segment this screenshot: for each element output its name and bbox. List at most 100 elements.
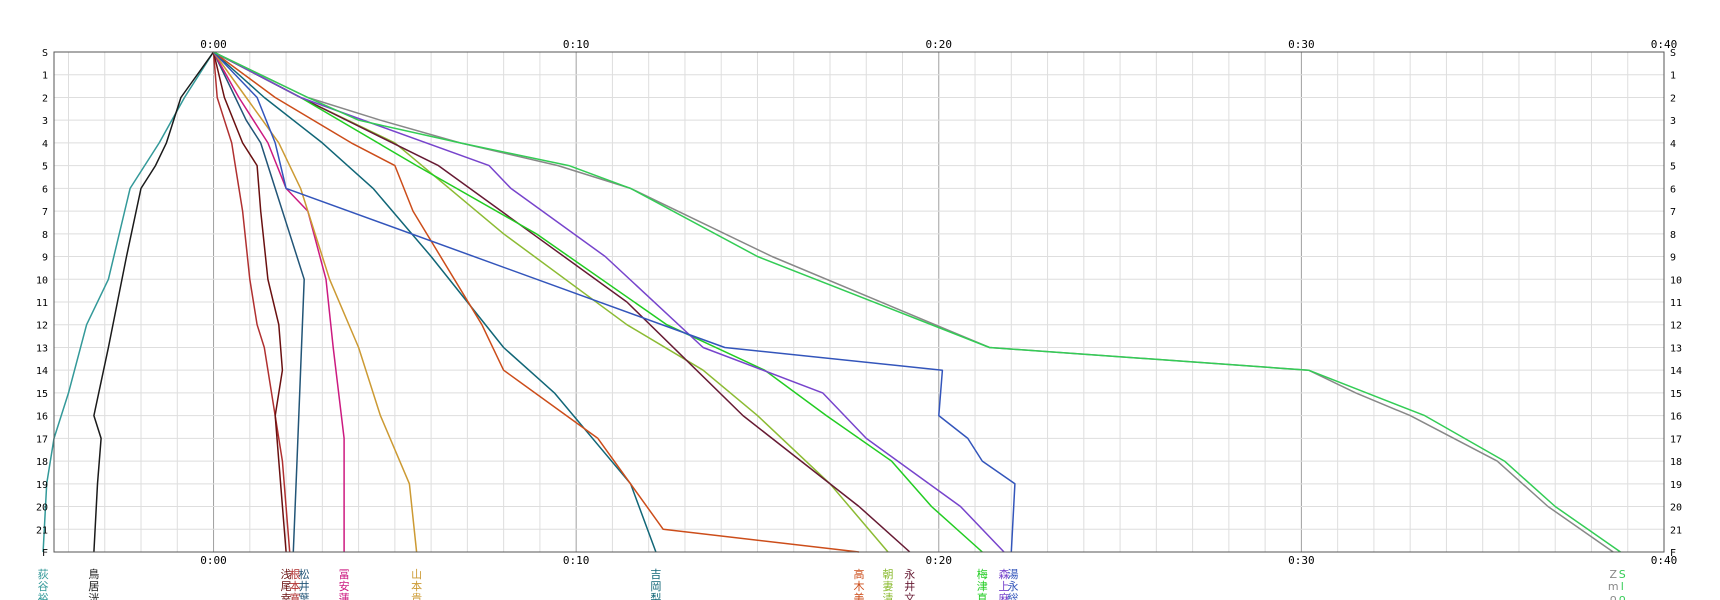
- frame-layer: [53, 51, 1665, 553]
- y-tick-label-left: 19: [36, 480, 48, 491]
- y-tick-label-right: 1: [1670, 71, 1676, 82]
- y-tick-label-right: 12: [1670, 321, 1682, 332]
- y-tick-label-left: 14: [36, 366, 48, 377]
- y-tick-label-right: 20: [1670, 503, 1682, 514]
- y-tick-label-right: 16: [1670, 412, 1682, 423]
- series-name-label: 妻: [883, 580, 894, 593]
- y-tick-label-right: 8: [1670, 230, 1676, 241]
- series-name-label: 梅: [977, 567, 988, 581]
- series-name-label: 浅: [281, 568, 292, 581]
- y-tick-label-right: 4: [1670, 139, 1676, 150]
- y-tick-label-left: 15: [36, 389, 48, 400]
- y-tick-label-right: 11: [1670, 298, 1682, 309]
- series-name-label: 寛: [290, 591, 301, 600]
- series-name-label: Z: [1609, 568, 1617, 581]
- series-line-12: [213, 51, 1005, 553]
- y-tick-label-right: 21: [1670, 525, 1682, 536]
- series-name-label: 鳥: [88, 567, 99, 581]
- series-name-label: 裕: [38, 592, 49, 600]
- series-line-15: [213, 51, 1621, 553]
- series-name-label: 井: [299, 579, 310, 593]
- series-name-label: 谷: [38, 580, 49, 593]
- y-tick-label-left: 9: [42, 253, 48, 264]
- series-name-label: 山: [411, 568, 422, 581]
- x-tick-label-top: 0:20: [926, 38, 953, 51]
- y-tick-label-left: 8: [42, 230, 48, 241]
- y-tick-label-left: 17: [36, 434, 48, 445]
- series-name-label: 湯: [1008, 568, 1019, 581]
- series-name-label: 岡: [650, 580, 661, 593]
- series-line-11: [213, 51, 983, 553]
- series-name-label: 吉: [650, 568, 661, 581]
- y-tick-label-right: 10: [1670, 275, 1682, 286]
- y-tick-label-right: 2: [1670, 93, 1676, 104]
- y-tick-label-left: 6: [42, 184, 48, 195]
- y-tick-label-right: F: [1670, 548, 1676, 559]
- series-name-label: o: [1610, 592, 1617, 600]
- y-tick-label-right: 14: [1670, 366, 1682, 377]
- series-name-label: 美: [854, 592, 865, 600]
- y-tick-label-left: 7: [42, 207, 48, 218]
- series-name-label: 安: [339, 579, 350, 593]
- y-tick-label-left: 18: [36, 457, 48, 468]
- x-tick-label-bottom: 0:30: [1288, 554, 1315, 567]
- y-tick-label-left: S: [42, 48, 48, 59]
- series-name-label: 津: [977, 580, 988, 593]
- series-name-label: 高: [854, 567, 865, 581]
- series-name-label: m: [1608, 580, 1619, 593]
- y-tick-label-left: 20: [36, 503, 48, 514]
- series-name-label: 根: [290, 567, 301, 581]
- series-name-label: 麻: [999, 591, 1010, 600]
- plot-frame: [53, 51, 1665, 553]
- series-line-13: [212, 51, 1016, 553]
- x-tick-label-bottom: 0:10: [563, 554, 590, 567]
- y-tick-label-left: F: [42, 548, 48, 559]
- series-name-label: 永: [904, 567, 915, 581]
- series-line-1: [93, 51, 215, 553]
- series-name-label: 葉: [299, 591, 310, 600]
- series-line-6: [212, 51, 418, 553]
- y-tick-label-right: 9: [1670, 253, 1676, 264]
- series-name-label: 蓮: [339, 591, 350, 600]
- y-tick-label-left: 13: [36, 343, 48, 354]
- y-tick-label-right: 6: [1670, 184, 1676, 195]
- series-name-label: 永: [1008, 579, 1019, 593]
- grid-layer: [54, 51, 1665, 553]
- series-name-label: 朝: [883, 568, 894, 581]
- series-line-14: [213, 51, 1614, 553]
- label-layer: 0:00 0:00 0:10 0:10 0:20 0:20 0:30 0:30 0:40 0:40…: [36, 38, 1682, 600]
- series-name-label: 本: [290, 579, 301, 593]
- series-name-label: 文: [904, 591, 915, 600]
- x-tick-label-bottom: 0:40: [1651, 554, 1678, 567]
- y-tick-label-right: 17: [1670, 434, 1682, 445]
- y-tick-label-right: 18: [1670, 457, 1682, 468]
- y-tick-label-left: 21: [36, 525, 48, 536]
- series-name-label: 居: [88, 580, 99, 593]
- series-name-label: S: [1619, 568, 1626, 581]
- series-name-label: 本: [411, 579, 422, 593]
- y-tick-label-right: 3: [1670, 116, 1676, 127]
- series-name-label: 荻: [38, 568, 49, 581]
- series-name-label: 洸: [88, 591, 99, 600]
- y-tick-label-left: 3: [42, 116, 48, 127]
- series-name-label: l: [1621, 580, 1624, 593]
- series-name-label: 尾: [281, 580, 292, 593]
- y-tick-label-left: 10: [36, 275, 48, 286]
- series-name-label: 真: [977, 591, 988, 600]
- series-name-label: 上: [999, 580, 1010, 593]
- series-name-label: 冨: [339, 568, 350, 581]
- x-tick-label-top: 0:40: [1651, 38, 1678, 51]
- series-line-10: [213, 51, 911, 553]
- y-tick-label-left: 11: [36, 298, 48, 309]
- series-name-label: 梨: [650, 591, 661, 600]
- y-tick-label-left: 12: [36, 321, 48, 332]
- series-line-2: [212, 51, 291, 553]
- series-layer: [42, 51, 1621, 553]
- y-tick-label-left: 5: [42, 162, 48, 173]
- series-name-label: 森: [999, 567, 1010, 581]
- y-tick-label-right: S: [1670, 48, 1676, 59]
- x-tick-label-bottom: 0:20: [926, 554, 953, 567]
- series-name-label: 井: [904, 579, 915, 593]
- series-name-label: 木: [854, 580, 865, 593]
